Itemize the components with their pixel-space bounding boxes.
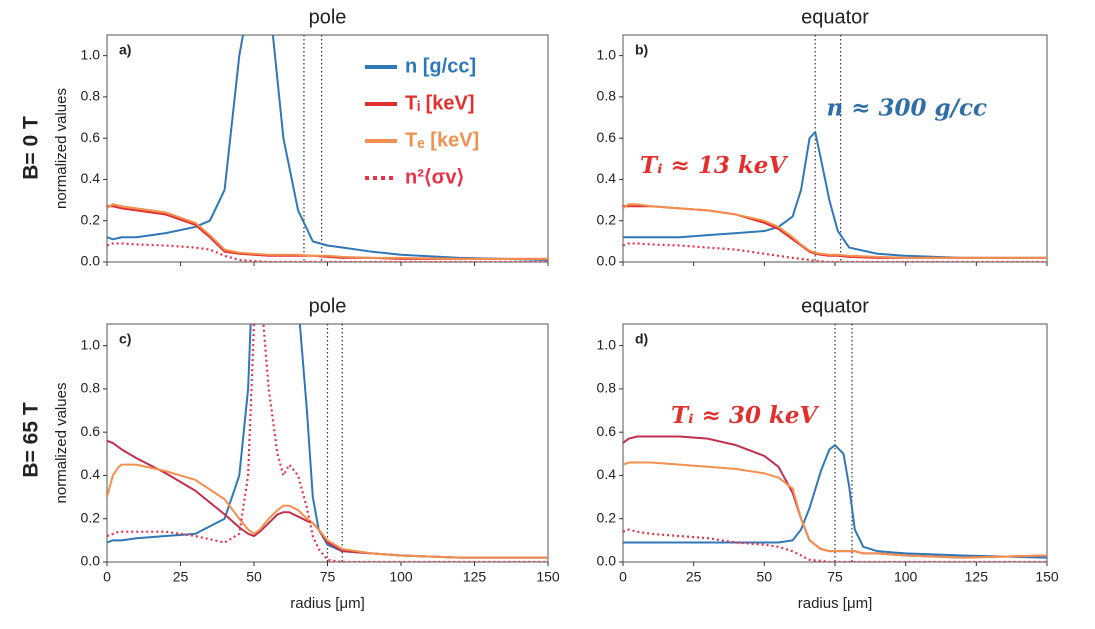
plot-frame	[106, 34, 549, 263]
annotation: Tᵢ ≈ 30 keV	[671, 402, 819, 429]
legend-label: n²⟨σv⟩	[405, 166, 464, 188]
x-axis-label: radius [μm]	[290, 595, 365, 612]
y-tick-label: 0.8	[597, 88, 617, 104]
x-tick-label: 50	[757, 569, 773, 585]
y-tick-label: 0.6	[597, 129, 617, 145]
y-tick-label: 1.0	[81, 336, 101, 352]
annotation: n ≈ 300 g/cc	[827, 94, 988, 121]
panel-title: equator	[801, 295, 869, 317]
x-tick-label: 0	[619, 569, 627, 585]
plot-frame	[106, 323, 549, 563]
x-tick-label: 100	[389, 569, 413, 585]
y-tick-label: 0.2	[597, 509, 617, 525]
y-tick-label: 0.0	[597, 253, 617, 269]
series-line	[623, 242, 1047, 262]
plot-frame	[622, 34, 1048, 263]
y-tick-label: 0.6	[597, 423, 617, 439]
series-group	[107, 324, 548, 562]
x-tick-label: 125	[965, 569, 989, 585]
y-tick-label: 0.8	[597, 380, 617, 396]
y-tick-label: 0.6	[81, 423, 101, 439]
series-line	[623, 444, 1047, 559]
y-tick-label: 0.8	[81, 380, 101, 396]
series-group	[623, 435, 1047, 562]
x-tick-label: 150	[536, 569, 560, 585]
y-tick-label: 0.4	[597, 170, 617, 186]
y-tick-label: 0.4	[81, 170, 101, 186]
x-tick-label: 125	[463, 569, 487, 585]
series-line	[107, 242, 548, 262]
series-line	[107, 324, 548, 562]
panel-title: pole	[309, 295, 347, 317]
series-line	[623, 528, 1047, 562]
y-tick-label: 0.8	[81, 88, 101, 104]
series-line	[623, 461, 1047, 559]
x-axis-label: radius [μm]	[798, 595, 873, 612]
series-line	[623, 203, 1047, 259]
y-axis-label: normalized values	[53, 88, 70, 209]
x-tick-label: 25	[686, 569, 702, 585]
x-tick-label: 25	[173, 569, 189, 585]
panel-title: pole	[309, 6, 347, 28]
annotation: Tᵢ ≈ 13 keV	[640, 152, 788, 179]
row-label: B= 65 T	[20, 402, 43, 477]
y-tick-label: 0.4	[81, 466, 101, 482]
y-tick-label: 1.0	[597, 336, 617, 352]
panel-label: b)	[635, 42, 648, 58]
legend-label: n [g/cc]	[405, 55, 476, 77]
y-axis-label: normalized values	[53, 383, 70, 504]
series-line	[623, 205, 1047, 259]
series-line	[623, 130, 1047, 259]
x-tick-label: 75	[320, 569, 336, 585]
x-tick-label: 150	[1035, 569, 1059, 585]
series-group	[623, 130, 1047, 262]
legend-label: Tᵢ [keV]	[405, 92, 475, 114]
y-tick-label: 0.0	[81, 253, 101, 269]
y-tick-label: 0.0	[81, 553, 101, 569]
y-tick-label: 0.2	[81, 509, 101, 525]
x-tick-label: 100	[894, 569, 918, 585]
y-tick-label: 0.4	[597, 466, 617, 482]
panel-title: equator	[801, 6, 869, 28]
y-tick-label: 1.0	[81, 46, 101, 62]
row-label: B= 0 T	[20, 116, 43, 180]
x-tick-label: 0	[103, 569, 111, 585]
series-line	[107, 439, 548, 559]
y-tick-label: 0.2	[597, 211, 617, 227]
x-tick-label: 50	[246, 569, 262, 585]
panel-label: c)	[119, 331, 131, 347]
series-group	[107, 35, 548, 262]
panel-label: a)	[119, 42, 131, 58]
plot-frame	[622, 323, 1048, 563]
panel-label: d)	[635, 331, 648, 347]
y-tick-label: 0.2	[81, 211, 101, 227]
y-tick-label: 0.6	[81, 129, 101, 145]
y-tick-label: 0.0	[597, 553, 617, 569]
series-line	[107, 35, 548, 261]
y-tick-label: 1.0	[597, 46, 617, 62]
series-line	[107, 463, 548, 559]
x-tick-label: 75	[827, 569, 843, 585]
legend-label: Tₑ [keV]	[405, 129, 479, 151]
series-line	[107, 203, 548, 260]
